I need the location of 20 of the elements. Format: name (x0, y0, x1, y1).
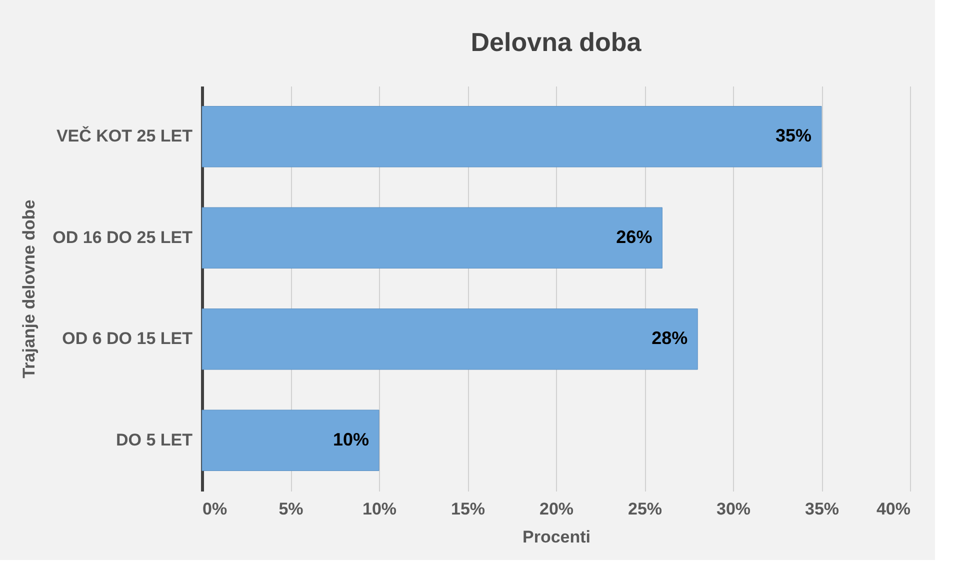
y-tick-label: OD 6 DO 15 LET (62, 329, 194, 348)
x-tick-label: 20% (539, 500, 574, 518)
chart-title: Delovna doba (470, 27, 642, 57)
x-tick-label: 0% (202, 500, 228, 518)
data-label: 35% (775, 126, 812, 146)
y-axis-title: Trajanje delovne dobe (20, 200, 39, 378)
x-tick-label: 40% (876, 500, 910, 518)
x-tick-label: 30% (716, 500, 751, 518)
y-tick-label: OD 16 DO 25 LET (52, 228, 194, 247)
data-label: 28% (652, 328, 688, 348)
x-tick-label: 10% (362, 500, 397, 518)
data-label: 26% (616, 226, 652, 247)
y-tick-label: DO 5 LET (116, 430, 194, 450)
x-tick-label: 15% (450, 500, 486, 518)
x-axis-title: Procenti (522, 528, 591, 546)
y-tick-label: VEČ KOT 25 LET (56, 126, 194, 146)
x-tick-label: 35% (804, 500, 840, 518)
data-label: 10% (332, 429, 369, 450)
x-tick-label: 5% (278, 500, 304, 518)
x-tick-label: 25% (628, 500, 662, 518)
